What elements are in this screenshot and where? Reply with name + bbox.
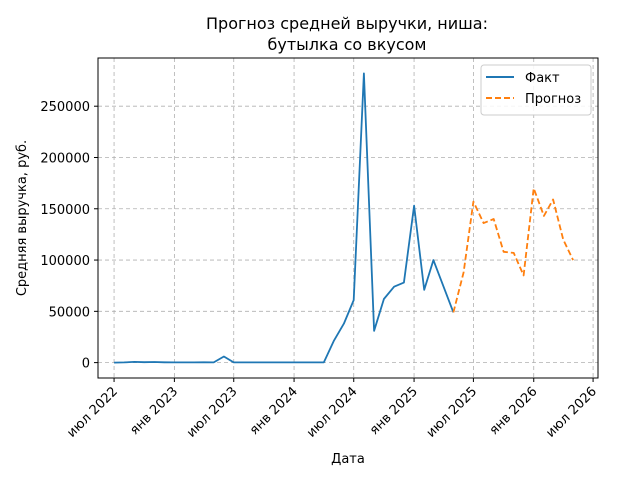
series-forecast-line bbox=[452, 187, 574, 313]
chart-title-line-1: Прогноз средней выручки, ниша: bbox=[206, 14, 488, 33]
y-tick-label: 100000 bbox=[40, 254, 90, 269]
y-tick-label: 250000 bbox=[40, 100, 90, 115]
series-fact-line bbox=[114, 72, 455, 364]
legend-label-fact: Факт bbox=[525, 71, 560, 86]
x-axis-label: Дата bbox=[331, 452, 365, 467]
grid-lines bbox=[98, 58, 598, 378]
plot-frame bbox=[97, 57, 599, 379]
y-tick-label: 0 bbox=[82, 357, 90, 372]
y-axis-label: Средняя выручка, руб. bbox=[15, 140, 30, 296]
chart-title-line-2: бутылка со вкусом bbox=[268, 35, 427, 54]
y-tick-label: 50000 bbox=[49, 305, 90, 320]
y-tick-label: 150000 bbox=[40, 203, 90, 218]
y-axis-ticks: 0 50000 100000 150000 200000 250000 bbox=[40, 100, 98, 372]
series-lines bbox=[114, 72, 574, 364]
y-tick-label: 200000 bbox=[40, 151, 90, 166]
legend: Факт Прогноз bbox=[480, 64, 592, 116]
legend-label-forecast: Прогноз bbox=[525, 92, 581, 107]
